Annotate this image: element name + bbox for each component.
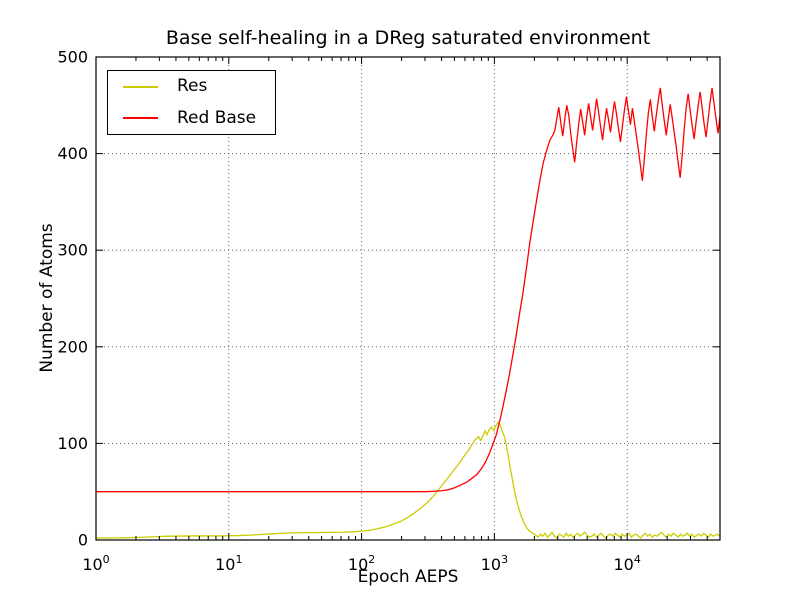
y-tick-labels: 0 100 200 300 400 500 — [57, 48, 88, 550]
y-axis-label: Number of Atoms — [37, 223, 57, 373]
svg-text:101: 101 — [215, 553, 242, 574]
svg-text:0: 0 — [78, 531, 88, 550]
svg-text:500: 500 — [57, 48, 88, 67]
legend-line-sample-res — [123, 85, 158, 88]
svg-text:100: 100 — [57, 434, 88, 453]
legend-line-sample-red-base — [123, 117, 158, 120]
svg-text:300: 300 — [57, 241, 88, 260]
legend-label-res: Res — [177, 76, 208, 97]
legend-label-red-base: Red Base — [177, 107, 257, 128]
legend: Res Red Base — [107, 70, 276, 135]
axes-frame — [95, 56, 721, 541]
legend-entry-red-base: Red Base — [108, 103, 275, 135]
axis-ticks — [95, 56, 721, 541]
x-tick-labels: 100 101 102 103 104 — [82, 553, 641, 574]
series-red-base — [96, 87, 721, 493]
svg-text:104: 104 — [614, 553, 641, 574]
x-axis-label: Epoch AEPS — [357, 567, 459, 587]
svg-text:100: 100 — [82, 553, 109, 574]
series-res — [95, 420, 721, 540]
svg-text:200: 200 — [57, 337, 88, 356]
svg-text:400: 400 — [57, 144, 88, 163]
legend-entry-res: Res — [108, 71, 275, 103]
chart-title: Base self-healing in a DReg saturated en… — [165, 27, 651, 49]
svg-text:103: 103 — [481, 553, 508, 574]
svg-text:102: 102 — [348, 553, 375, 574]
gridlines — [96, 57, 720, 540]
